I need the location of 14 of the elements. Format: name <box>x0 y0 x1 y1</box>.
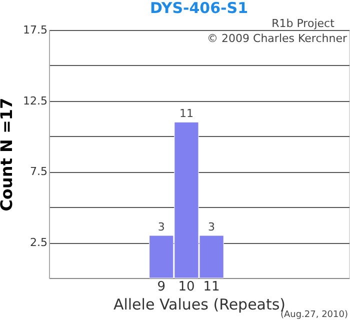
x-tick-label: 11 <box>203 280 220 294</box>
y-tick-label: 12.5 <box>23 94 48 108</box>
data-label: 11 <box>179 107 194 120</box>
text: R1b Project <box>272 17 336 30</box>
data-label: 3 <box>208 220 216 234</box>
x-tick-label: 9 <box>157 280 166 294</box>
data-label: 3 <box>158 220 165 234</box>
y-tick-label: 2.5 <box>30 236 48 250</box>
annotation: © 2009 Charles Kerchner <box>207 32 348 45</box>
y-axis-title: Count N =17 <box>0 98 16 212</box>
x-tick-label: 10 <box>178 280 195 294</box>
y-tick-label: 7.5 <box>30 165 48 178</box>
chart-title: DYS-406-S1 <box>150 0 248 17</box>
y-tick-label: 17.5 <box>23 24 48 36</box>
